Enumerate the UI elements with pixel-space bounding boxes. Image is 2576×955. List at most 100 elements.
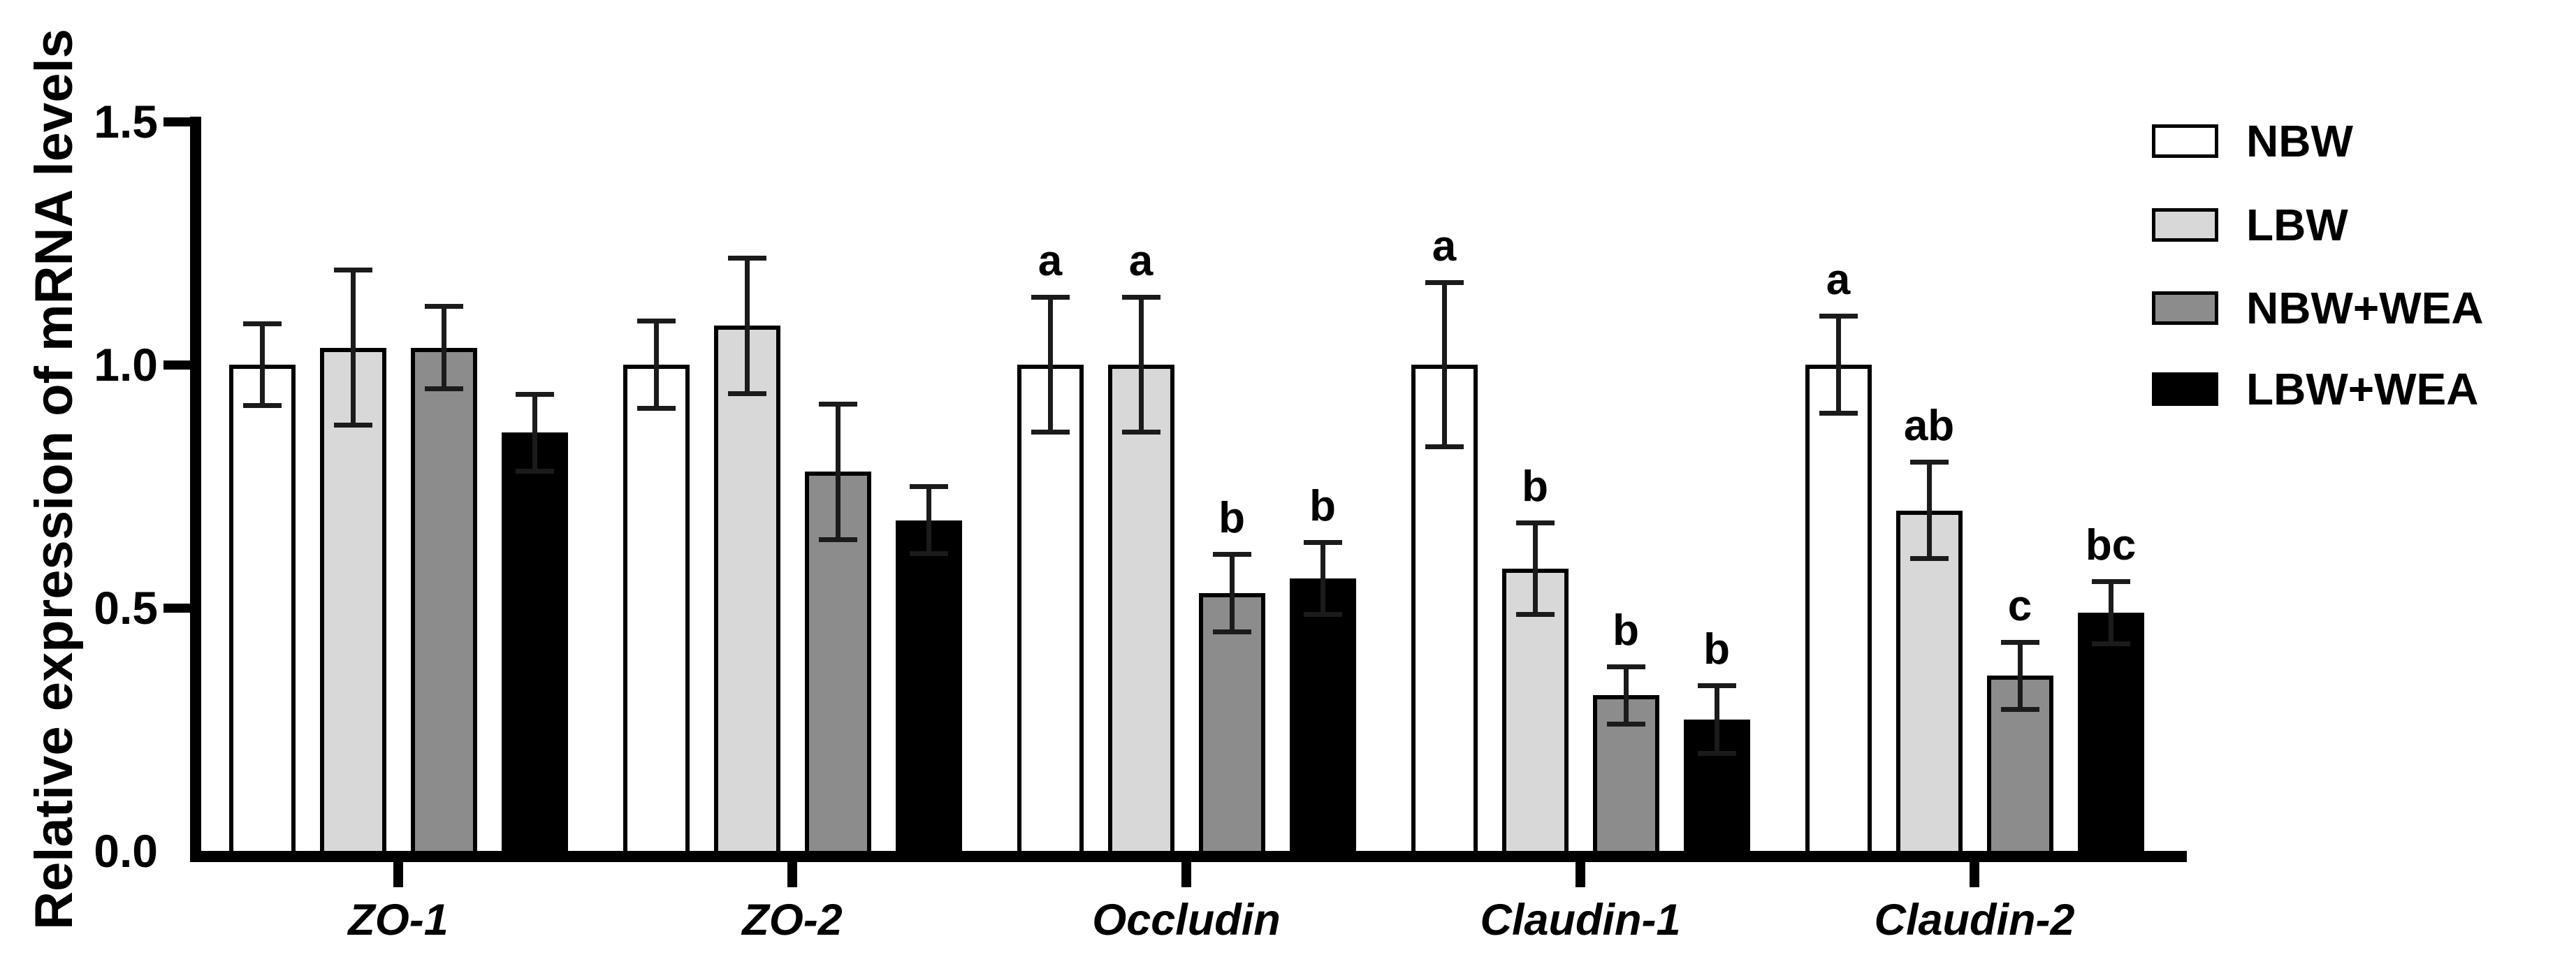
- error-bar-bottom-cap: [515, 469, 554, 474]
- legend-swatch-nbw-wea: [2152, 291, 2218, 325]
- error-bar-whisker: [1532, 523, 1538, 615]
- error-bar-whisker: [653, 321, 659, 409]
- bar-nbw-wea-zo-1: [410, 347, 477, 858]
- significance-letter: a: [1038, 236, 1063, 285]
- error-bar-top-cap: [424, 304, 463, 309]
- error-bar-top-cap: [242, 321, 282, 326]
- legend-label-lbw-wea: LBW+WEA: [2246, 364, 2479, 414]
- significance-letter: c: [2007, 581, 2032, 630]
- error-bar-bottom-cap: [1515, 612, 1555, 618]
- x-tick: [1181, 862, 1191, 887]
- error-bar-whisker: [1835, 316, 1841, 414]
- significance-letter: b: [1613, 606, 1639, 655]
- x-axis-label-zo-2: ZO-2: [742, 896, 843, 945]
- error-bar-top-cap: [1606, 664, 1645, 669]
- error-bar-whisker: [835, 403, 841, 540]
- error-bar-whisker: [1926, 462, 1932, 560]
- error-bar-top-cap: [636, 319, 676, 324]
- error-bar-bottom-cap: [424, 386, 463, 391]
- error-bar-whisker: [1441, 282, 1447, 448]
- y-tick-label: 1.5: [94, 96, 158, 147]
- x-tick: [787, 862, 797, 887]
- error-bar-bottom-cap: [1606, 722, 1645, 727]
- bar-lbw-claudin-2: [1895, 510, 1963, 858]
- bar-lbw-wea-zo-1: [501, 432, 568, 858]
- x-tick: [1576, 862, 1585, 887]
- error-bar-top-cap: [1031, 294, 1070, 300]
- error-bar-top-cap: [1303, 540, 1342, 546]
- x-tick: [1970, 862, 1979, 887]
- significance-letter: b: [1703, 625, 1730, 674]
- error-bar-whisker: [1623, 666, 1629, 725]
- x-axis-label-claudin-2: Claudin-2: [1874, 896, 2075, 945]
- error-bar-bottom-cap: [1212, 629, 1251, 634]
- bar-lbw-wea-zo-2: [895, 520, 962, 858]
- error-bar-whisker: [532, 393, 537, 472]
- error-bar-top-cap: [1515, 520, 1555, 526]
- x-axis-label-occludin: Occludin: [1092, 896, 1281, 945]
- significance-letter: b: [1218, 494, 1245, 543]
- error-bar-whisker: [259, 323, 265, 407]
- y-tick-label: 0.0: [94, 825, 158, 877]
- error-bar-bottom-cap: [909, 551, 948, 557]
- significance-letter: b: [1522, 462, 1548, 511]
- error-bar-top-cap: [2091, 578, 2130, 584]
- error-bar-top-cap: [909, 484, 948, 489]
- bar-lbw-occludin: [1107, 365, 1174, 858]
- error-bar-bottom-cap: [1303, 612, 1342, 618]
- legend-label-nbw: NBW: [2246, 116, 2353, 166]
- y-axis-spine: [190, 117, 201, 862]
- x-axis-line: [190, 851, 2187, 862]
- x-tick: [393, 862, 403, 887]
- error-bar-bottom-cap: [2000, 707, 2039, 713]
- y-tick-label: 0.5: [94, 582, 158, 634]
- error-bar-whisker: [2108, 581, 2113, 645]
- x-axis-label-zo-1: ZO-1: [348, 896, 449, 945]
- error-bar-bottom-cap: [1697, 750, 1736, 756]
- significance-letter: ab: [1903, 402, 1955, 451]
- y-tick: [163, 604, 190, 613]
- y-tick: [163, 117, 190, 126]
- error-bar-top-cap: [1212, 552, 1251, 557]
- error-bar-bottom-cap: [1121, 430, 1160, 435]
- bar-lbw-zo-2: [713, 326, 780, 858]
- error-bar-bottom-cap: [1909, 556, 1949, 562]
- bar-nbw-zo-1: [228, 365, 296, 858]
- error-bar-whisker: [744, 257, 750, 394]
- error-bar-top-cap: [333, 268, 372, 273]
- significance-letter: bc: [2085, 520, 2137, 569]
- significance-letter: a: [1128, 236, 1154, 285]
- error-bar-bottom-cap: [1031, 430, 1070, 435]
- error-bar-whisker: [350, 270, 356, 425]
- significance-letter: a: [1826, 256, 1851, 305]
- bar-nbw-claudin-1: [1411, 365, 1478, 858]
- bar-nbw-claudin-2: [1805, 365, 1872, 858]
- error-bar-bottom-cap: [2091, 641, 2130, 647]
- legend-swatch-nbw: [2152, 124, 2218, 158]
- y-tick: [163, 360, 190, 370]
- error-bar-top-cap: [727, 255, 766, 261]
- legend-label-lbw: LBW: [2246, 200, 2348, 250]
- error-bar-whisker: [2017, 641, 2023, 710]
- bar-lbw-wea-occludin: [1289, 578, 1356, 858]
- error-bar-top-cap: [1425, 279, 1464, 285]
- error-bar-whisker: [1229, 554, 1235, 632]
- legend-label-nbw-wea: NBW+WEA: [2246, 283, 2484, 333]
- y-tick-label: 1.0: [94, 339, 158, 391]
- error-bar-bottom-cap: [727, 391, 766, 396]
- y-axis-title: Relative expression of mRNA levels: [24, 29, 84, 930]
- error-bar-bottom-cap: [818, 537, 857, 542]
- error-bar-top-cap: [515, 391, 554, 397]
- significance-letter: a: [1432, 221, 1457, 270]
- significance-letter: b: [1309, 482, 1336, 531]
- error-bar-whisker: [441, 306, 446, 389]
- error-bar-top-cap: [1909, 460, 1949, 465]
- error-bar-bottom-cap: [636, 405, 676, 411]
- legend-swatch-lbw-wea: [2152, 372, 2218, 406]
- error-bar-whisker: [1047, 296, 1053, 433]
- error-bar-whisker: [1320, 542, 1325, 615]
- bar-lbw-wea-claudin-2: [2077, 612, 2144, 858]
- error-bar-whisker: [926, 486, 931, 555]
- error-bar-top-cap: [1697, 683, 1736, 689]
